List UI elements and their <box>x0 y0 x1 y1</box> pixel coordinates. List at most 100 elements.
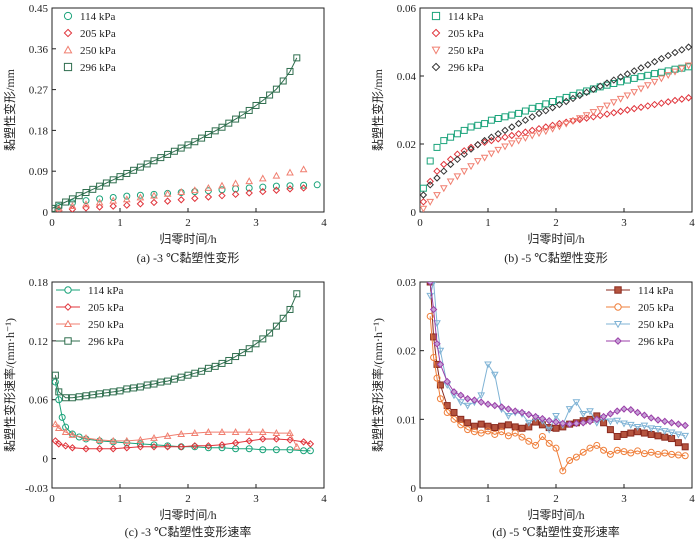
data-point <box>420 191 428 199</box>
data-point <box>600 446 608 454</box>
data-point <box>494 135 502 143</box>
data-point <box>630 89 639 97</box>
data-point <box>565 420 574 428</box>
data-point <box>525 437 533 445</box>
data-point <box>647 430 655 438</box>
data-point <box>211 362 219 370</box>
series-205-kpa <box>420 94 692 206</box>
data-point <box>123 169 131 177</box>
data-point <box>480 136 489 145</box>
data-point <box>143 160 151 168</box>
data-point <box>238 349 246 357</box>
legend-marker <box>63 319 73 328</box>
data-point <box>252 340 260 348</box>
data-point <box>433 167 441 175</box>
data-point <box>177 373 185 381</box>
data-point <box>191 194 199 203</box>
data-point <box>136 443 145 451</box>
legend-label: 114 kPa <box>448 11 483 23</box>
legend: 114 kPa 205 kPa 250 kPa 296 kPa <box>56 285 124 348</box>
data-point <box>538 414 547 423</box>
data-point <box>637 85 645 93</box>
data-point <box>426 177 434 186</box>
legend-item: 250 kPa <box>431 45 484 57</box>
data-point <box>75 192 83 200</box>
data-point <box>467 143 475 152</box>
data-point <box>518 433 526 441</box>
data-point <box>82 392 90 400</box>
data-point <box>501 133 509 141</box>
x-axis-label: 归零时间/h <box>159 508 216 522</box>
x-tick-label: 3 <box>253 217 259 229</box>
data-point <box>511 429 519 437</box>
data-point <box>68 394 76 402</box>
legend-item: 296 kPa <box>63 62 116 74</box>
data-point <box>204 130 212 138</box>
data-point <box>501 113 509 121</box>
data-point <box>549 98 557 105</box>
data-point <box>96 390 104 398</box>
data-point <box>650 100 659 109</box>
data-point <box>569 91 577 99</box>
y-tick-label: -0.03 <box>25 483 48 495</box>
data-point <box>460 168 469 176</box>
data-point <box>218 123 226 131</box>
data-point <box>542 100 550 108</box>
panel-caption: (c) -3 ℃黏塑性变形速率 <box>125 524 252 539</box>
data-point <box>306 440 315 448</box>
data-point <box>191 188 199 196</box>
data-point <box>436 395 444 403</box>
data-point <box>498 428 506 436</box>
data-point <box>258 428 267 435</box>
data-point <box>562 93 570 101</box>
data-point <box>447 133 455 141</box>
data-point <box>95 445 104 453</box>
data-point <box>620 448 628 456</box>
data-point <box>122 436 131 444</box>
data-point <box>596 106 605 114</box>
data-point <box>420 184 427 192</box>
data-point <box>272 171 281 179</box>
data-point <box>620 430 628 438</box>
data-point <box>259 187 267 196</box>
data-point <box>286 67 294 75</box>
data-point <box>157 154 165 162</box>
data-point <box>521 134 530 142</box>
data-point <box>245 184 253 192</box>
data-point <box>211 127 219 135</box>
data-point <box>433 340 441 348</box>
data-point <box>89 185 97 193</box>
legend-marker <box>431 46 441 55</box>
data-point <box>109 196 118 204</box>
data-point <box>232 353 240 361</box>
data-point <box>204 183 213 191</box>
data-point <box>606 418 615 426</box>
data-point <box>473 158 482 166</box>
panel-caption: (a) -3 ℃黏塑性变形 <box>137 250 240 265</box>
data-point <box>95 203 104 211</box>
data-point <box>136 163 144 171</box>
data-point <box>231 428 240 435</box>
data-point <box>457 415 465 423</box>
data-point <box>204 442 213 450</box>
legend-label: 250 kPa <box>448 45 484 57</box>
data-point <box>654 450 662 458</box>
data-point <box>498 422 506 430</box>
data-point <box>272 186 281 194</box>
data-point <box>62 423 70 431</box>
legend-item: 250 kPa <box>56 319 124 331</box>
data-point <box>245 445 253 453</box>
data-point <box>150 441 158 449</box>
data-point <box>664 51 672 60</box>
data-point <box>637 103 645 111</box>
data-point <box>630 104 638 113</box>
data-point <box>613 433 621 440</box>
data-point <box>477 392 486 400</box>
data-point <box>484 400 492 408</box>
data-point <box>443 377 451 386</box>
data-point <box>231 179 240 187</box>
data-point <box>109 436 118 444</box>
data-point <box>637 73 645 81</box>
series-114-kpa <box>52 378 314 455</box>
y-tick-label: 0.36 <box>29 44 49 56</box>
